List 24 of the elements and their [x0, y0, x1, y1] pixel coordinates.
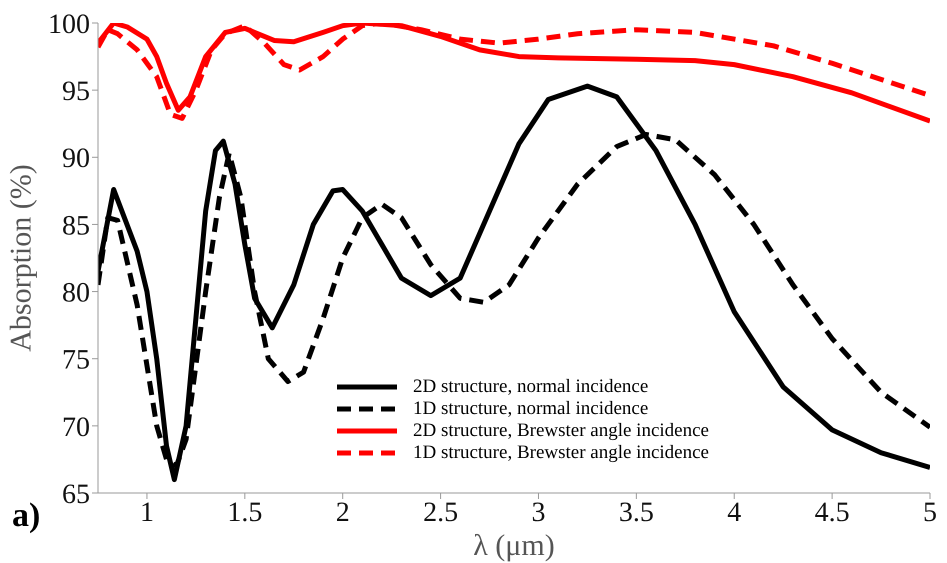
x-tick-label: 2.5 [423, 496, 458, 528]
legend-label: 1D structure, Brewster angle incidence [413, 442, 709, 464]
y-tick-label: 65 [62, 478, 90, 510]
legend-label: 1D structure, normal incidence [413, 398, 648, 420]
x-tick-label: 1.5 [227, 496, 262, 528]
legend-label: 2D structure, normal incidence [413, 376, 648, 398]
x-tick-label: 3.5 [618, 496, 654, 528]
x-tick-label: 5 [923, 496, 937, 528]
y-tick-label: 95 [62, 76, 90, 108]
y-tick-label: 90 [62, 143, 90, 174]
y-tick-label: 70 [62, 412, 90, 443]
x-tick-label: 4 [727, 496, 742, 528]
y-tick-label: 80 [62, 278, 90, 309]
y-tick-label: 75 [62, 344, 90, 376]
text: a) [12, 497, 40, 535]
y-axis-title: Absorption (%) [4, 164, 38, 352]
y-tick-label: 100 [48, 8, 90, 40]
x-tick-label: 4.5 [814, 496, 850, 528]
x-tick-label: 1 [140, 496, 154, 528]
x-axis-title: λ (μm) [473, 529, 555, 562]
legend-label: 2D structure, Brewster angle incidence [413, 420, 709, 442]
x-tick-label: 2 [336, 496, 350, 528]
y-tick-label: 85 [62, 210, 90, 242]
x-tick-label: 3 [531, 496, 546, 528]
